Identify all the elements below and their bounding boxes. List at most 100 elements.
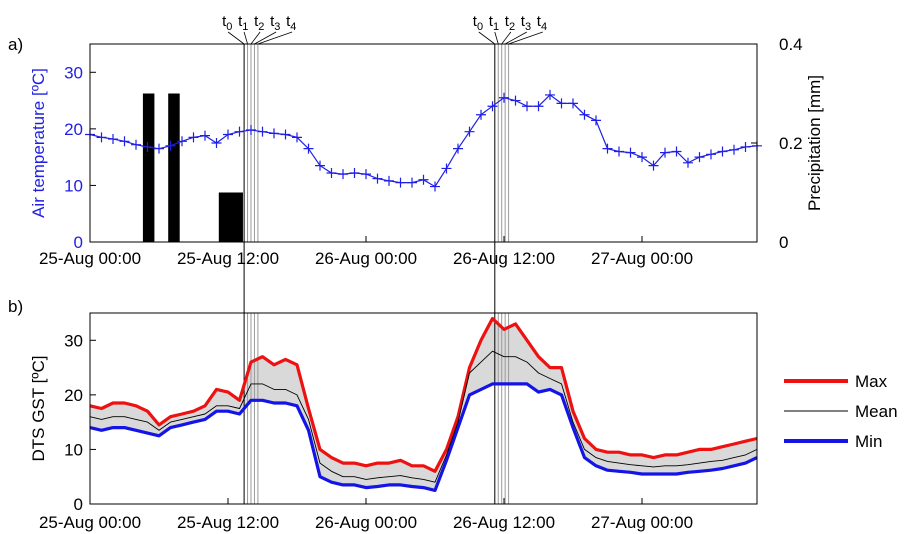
air-temperature-point: [740, 141, 751, 152]
y2-tick-label: 0.4: [779, 35, 803, 54]
air-temperature-point: [108, 134, 118, 145]
air-temperature-point: [717, 146, 728, 157]
y2-tick-label: 0.2: [779, 134, 803, 153]
time-marker-leader: [478, 31, 496, 45]
event-connector-lines: [243, 242, 496, 313]
time-marker-label: t4: [537, 13, 547, 33]
panel-b-y-ticks: 0 10 20 30: [64, 331, 96, 514]
time-marker-leader: [257, 31, 293, 45]
panel-a: a) 25-Aug 00:00 25-Aug 12:00 26-Aug 00:00 2…: [8, 13, 824, 268]
y-tick-label: 30: [64, 63, 83, 82]
air-temperature-point: [407, 177, 417, 188]
time-marker-label: t4: [286, 13, 296, 33]
panel-a-markers: [243, 44, 510, 242]
air-temperature-point: [487, 101, 498, 112]
time-marker-label: t2: [254, 13, 264, 33]
air-temperature-point: [510, 95, 521, 106]
air-temperature-point: [602, 143, 613, 154]
y2-tick-label: 0: [779, 233, 788, 252]
air-temperature-point: [269, 128, 279, 139]
legend-label-mean: Mean: [855, 402, 898, 421]
time-markers-labels: t0 t1 t2 t3 t4 t0 t1 t2 t3 t4: [222, 13, 547, 45]
precipitation-bars: [142, 93, 243, 242]
time-marker-leader: [494, 31, 499, 45]
panel-a-frame: [89, 43, 758, 243]
time-marker-leader: [254, 31, 277, 45]
air-temperature-point: [533, 101, 544, 112]
x-tick-label: 25-Aug 00:00: [39, 513, 141, 532]
air-temperature-point: [131, 139, 141, 150]
time-marker-label: t2: [505, 13, 515, 33]
air-temperature-point: [522, 101, 532, 112]
air-temperature-point: [372, 173, 383, 184]
air-temperature-point: [154, 143, 164, 154]
x-tick-label: 25-Aug 12:00: [177, 249, 279, 268]
y-tick-label: 0: [74, 233, 83, 252]
air-temperature-point: [315, 160, 325, 171]
air-temperature-point: [625, 147, 636, 158]
air-temperature-point: [349, 167, 360, 178]
y-tick-label: 10: [64, 440, 83, 459]
panel-a-label: a): [8, 35, 23, 54]
panel-b-y-axis-title: DTS GST [ºC]: [29, 355, 48, 461]
air-temperature-point: [614, 146, 624, 157]
legend-label-max: Max: [855, 372, 888, 391]
air-temperature-point: [142, 141, 153, 152]
min-line: [89, 382, 758, 492]
legend-label-min: Min: [855, 432, 882, 451]
air-temperature-point: [671, 146, 682, 157]
x-tick-label: 27-Aug 00:00: [591, 249, 693, 268]
range-band: [90, 318, 757, 491]
precipitation-bar-3: [218, 192, 243, 242]
air-temperature-point: [200, 130, 210, 141]
air-temperature-point: [384, 175, 394, 186]
air-temperature-point: [568, 98, 578, 109]
time-marker-leader: [227, 31, 245, 45]
air-temperature-point: [453, 143, 463, 154]
time-marker-label: t0: [222, 13, 232, 33]
air-temperature-point: [579, 109, 590, 120]
x-tick-label: 26-Aug 12:00: [453, 249, 555, 268]
x-tick-label: 25-Aug 00:00: [39, 249, 141, 268]
air-temperature-point: [418, 174, 429, 185]
air-temperature-point: [660, 147, 670, 158]
air-temperature-point: [177, 136, 187, 147]
air-temperature-point: [464, 126, 475, 137]
air-temperature-point: [292, 132, 302, 143]
air-temperature-point: [729, 144, 739, 155]
panel-a-y-axis-title: Air temperature [ºC]: [29, 68, 48, 218]
dts-gst-series: [89, 316, 758, 492]
time-marker-label: t0: [473, 13, 483, 33]
time-marker-leader: [250, 31, 261, 45]
air-temperature-point: [326, 167, 337, 178]
precipitation-bar-2: [168, 93, 180, 242]
y-tick-label: 20: [64, 120, 83, 139]
x-tick-label: 26-Aug 12:00: [453, 513, 555, 532]
air-temperature-point: [338, 169, 348, 180]
air-temperature-point: [211, 138, 222, 148]
panel-a-y2-axis-title: Precipitation [mm]: [805, 75, 824, 211]
max-min-range-band: [90, 318, 757, 491]
air-temperature-point: [556, 98, 567, 109]
air-temperature-series: [85, 89, 762, 192]
mean-line: [89, 350, 758, 483]
time-marker-leader: [501, 31, 512, 45]
air-temperature-point: [637, 152, 647, 163]
air-temperature-point: [430, 181, 440, 192]
time-marker-leader: [504, 31, 527, 45]
time-marker-label: t3: [270, 13, 280, 33]
air-temperature-point: [476, 109, 486, 120]
air-temperature-line: [89, 94, 758, 188]
air-temperature-point: [96, 132, 107, 143]
air-temperature-point: [223, 129, 233, 140]
air-temperature-point: [188, 132, 199, 143]
air-temperature-point: [441, 163, 452, 174]
x-tick-label: 26-Aug 00:00: [315, 249, 417, 268]
panel-b-markers: [243, 313, 510, 504]
panel-a-x-ticks: 25-Aug 00:00 25-Aug 12:00 26-Aug 00:00 26-A…: [39, 236, 693, 268]
time-marker-leader: [508, 31, 543, 45]
panel-a-y2-ticks: 0 0.2 0.4: [751, 35, 803, 252]
air-temperature-point: [499, 92, 509, 103]
air-temperature-point: [246, 124, 256, 135]
